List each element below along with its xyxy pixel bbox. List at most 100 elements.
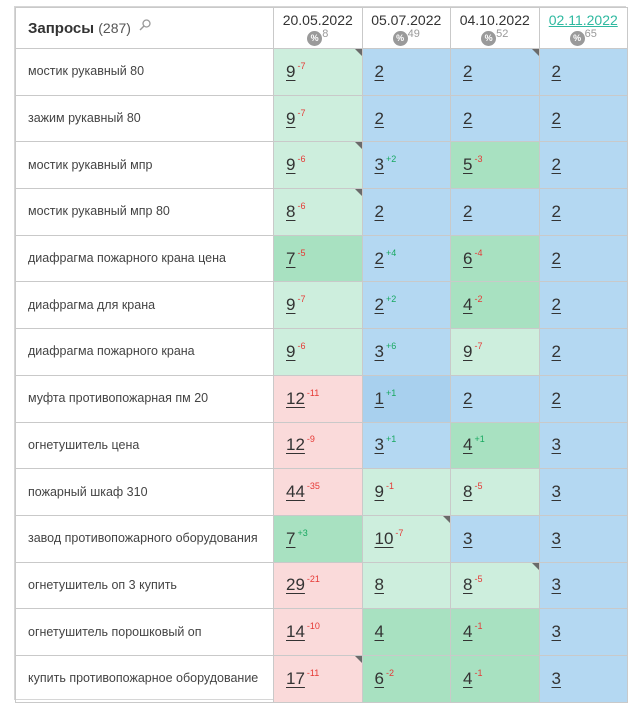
position-cell[interactable]: 44 -35 bbox=[273, 468, 363, 516]
position-cell[interactable]: 3 bbox=[450, 514, 540, 563]
position-value[interactable]: 29 bbox=[286, 575, 305, 595]
position-cell[interactable]: 12 -9 bbox=[273, 421, 363, 470]
position-cell[interactable]: 2 bbox=[538, 141, 628, 190]
position-value[interactable]: 10 bbox=[374, 528, 394, 548]
position-cell[interactable]: 12 -11 bbox=[273, 374, 363, 423]
position-cell[interactable]: 9 -7 bbox=[450, 328, 540, 376]
position-cell[interactable]: 2 +4 bbox=[361, 234, 451, 283]
position-value[interactable]: 9 bbox=[286, 295, 296, 315]
position-cell[interactable]: 4 -2 bbox=[450, 281, 540, 330]
position-cell[interactable]: 6 -2 bbox=[361, 654, 451, 703]
position-value[interactable]: 12 bbox=[286, 388, 305, 408]
position-value[interactable]: 2 bbox=[463, 201, 473, 221]
position-value[interactable]: 9 bbox=[286, 341, 296, 361]
position-cell[interactable]: 7 -5 bbox=[273, 234, 363, 283]
position-value[interactable]: 2 bbox=[551, 201, 561, 221]
position-cell[interactable]: 8 -5 bbox=[450, 468, 540, 516]
position-value[interactable]: 4 bbox=[463, 295, 473, 315]
position-value[interactable]: 2 bbox=[551, 155, 561, 175]
position-value[interactable]: 2 bbox=[463, 61, 473, 81]
position-cell[interactable]: 4 bbox=[361, 608, 451, 656]
position-value[interactable]: 4 bbox=[463, 668, 473, 688]
position-value[interactable]: 2 bbox=[374, 61, 384, 81]
position-value[interactable]: 2 bbox=[551, 388, 561, 408]
position-value[interactable]: 3 bbox=[551, 435, 561, 455]
position-value[interactable]: 2 bbox=[551, 341, 561, 361]
position-value[interactable]: 8 bbox=[463, 575, 473, 595]
position-cell[interactable]: 1 +1 bbox=[361, 374, 451, 423]
position-value[interactable]: 3 bbox=[551, 622, 561, 642]
position-cell[interactable]: 9 -7 bbox=[273, 281, 363, 330]
position-cell[interactable]: 4 -1 bbox=[450, 608, 540, 656]
position-cell[interactable]: 2 bbox=[450, 374, 540, 423]
position-value[interactable]: 8 bbox=[374, 575, 384, 595]
position-cell[interactable]: 7 +3 bbox=[273, 514, 363, 563]
position-value[interactable]: 3 bbox=[551, 668, 561, 688]
position-value[interactable]: 3 bbox=[374, 435, 384, 455]
position-value[interactable]: 2 bbox=[551, 108, 561, 128]
position-cell[interactable]: 3 +2 bbox=[361, 141, 451, 190]
position-value[interactable]: 8 bbox=[463, 482, 473, 502]
position-cell[interactable]: 3 bbox=[538, 561, 628, 610]
search-icon[interactable] bbox=[139, 19, 151, 31]
position-value[interactable]: 2 bbox=[551, 295, 561, 315]
position-cell[interactable]: 4 -1 bbox=[450, 654, 540, 703]
position-value[interactable]: 3 bbox=[551, 482, 561, 502]
position-cell[interactable]: 14 -10 bbox=[273, 608, 363, 656]
position-value[interactable]: 3 bbox=[374, 155, 384, 175]
date-column-header[interactable]: 20.05.2022% 8 bbox=[273, 7, 363, 49]
position-cell[interactable]: 4 +1 bbox=[450, 421, 540, 470]
position-cell[interactable]: 8 -5 bbox=[450, 561, 540, 610]
position-cell[interactable]: 2 +2 bbox=[361, 281, 451, 330]
position-cell[interactable]: 3 bbox=[538, 608, 628, 656]
position-cell[interactable]: 2 bbox=[361, 94, 451, 143]
position-cell[interactable]: 2 bbox=[450, 48, 540, 96]
position-cell[interactable]: 17 -11 bbox=[273, 654, 363, 703]
position-value[interactable]: 2 bbox=[374, 201, 384, 221]
position-value[interactable]: 2 bbox=[374, 108, 384, 128]
position-cell[interactable]: 9 -6 bbox=[273, 141, 363, 190]
queries-column-header[interactable]: Запросы (287) bbox=[15, 7, 274, 49]
position-cell[interactable]: 9 -1 bbox=[361, 468, 451, 516]
position-value[interactable]: 9 bbox=[286, 155, 296, 175]
position-value[interactable]: 3 bbox=[551, 528, 561, 548]
position-cell[interactable]: 9 -6 bbox=[273, 328, 363, 376]
position-cell[interactable]: 29 -21 bbox=[273, 561, 363, 610]
position-cell[interactable]: 2 bbox=[450, 188, 540, 236]
date-link[interactable]: 02.11.2022 bbox=[548, 11, 618, 28]
date-column-header[interactable]: 02.11.2022% 65 bbox=[538, 7, 628, 49]
position-value[interactable]: 4 bbox=[463, 622, 473, 642]
position-cell[interactable]: 2 bbox=[450, 94, 540, 143]
position-value[interactable]: 8 bbox=[286, 201, 296, 221]
position-value[interactable]: 9 bbox=[463, 341, 473, 361]
position-cell[interactable]: 2 bbox=[538, 94, 628, 143]
position-cell[interactable]: 3 +6 bbox=[361, 328, 451, 376]
position-value[interactable]: 2 bbox=[551, 248, 561, 268]
position-cell[interactable]: 8 bbox=[361, 561, 451, 610]
position-value[interactable]: 9 bbox=[374, 482, 384, 502]
position-value[interactable]: 3 bbox=[463, 528, 473, 548]
date-column-header[interactable]: 05.07.2022% 49 bbox=[361, 7, 451, 49]
date-column-header[interactable]: 04.10.2022% 52 bbox=[450, 7, 540, 49]
position-value[interactable]: 9 bbox=[286, 61, 296, 81]
position-value[interactable]: 44 bbox=[286, 482, 305, 502]
position-value[interactable]: 2 bbox=[463, 108, 473, 128]
position-cell[interactable]: 2 bbox=[538, 234, 628, 283]
position-cell[interactable]: 2 bbox=[361, 188, 451, 236]
position-cell[interactable]: 2 bbox=[538, 281, 628, 330]
position-cell[interactable]: 2 bbox=[538, 188, 628, 236]
position-value[interactable]: 14 bbox=[286, 622, 305, 642]
position-value[interactable]: 17 bbox=[286, 668, 305, 688]
position-value[interactable]: 1 bbox=[374, 388, 384, 408]
position-cell[interactable]: 3 bbox=[538, 421, 628, 470]
position-value[interactable]: 2 bbox=[374, 295, 384, 315]
position-cell[interactable]: 9 -7 bbox=[273, 94, 363, 143]
position-cell[interactable]: 3 bbox=[538, 514, 628, 563]
position-cell[interactable]: 2 bbox=[361, 48, 451, 96]
position-value[interactable]: 3 bbox=[551, 575, 561, 595]
position-value[interactable]: 3 bbox=[374, 341, 384, 361]
position-cell[interactable]: 3 +1 bbox=[361, 421, 451, 470]
position-value[interactable]: 7 bbox=[286, 528, 296, 548]
position-value[interactable]: 2 bbox=[463, 388, 473, 408]
position-value[interactable]: 2 bbox=[374, 248, 384, 268]
